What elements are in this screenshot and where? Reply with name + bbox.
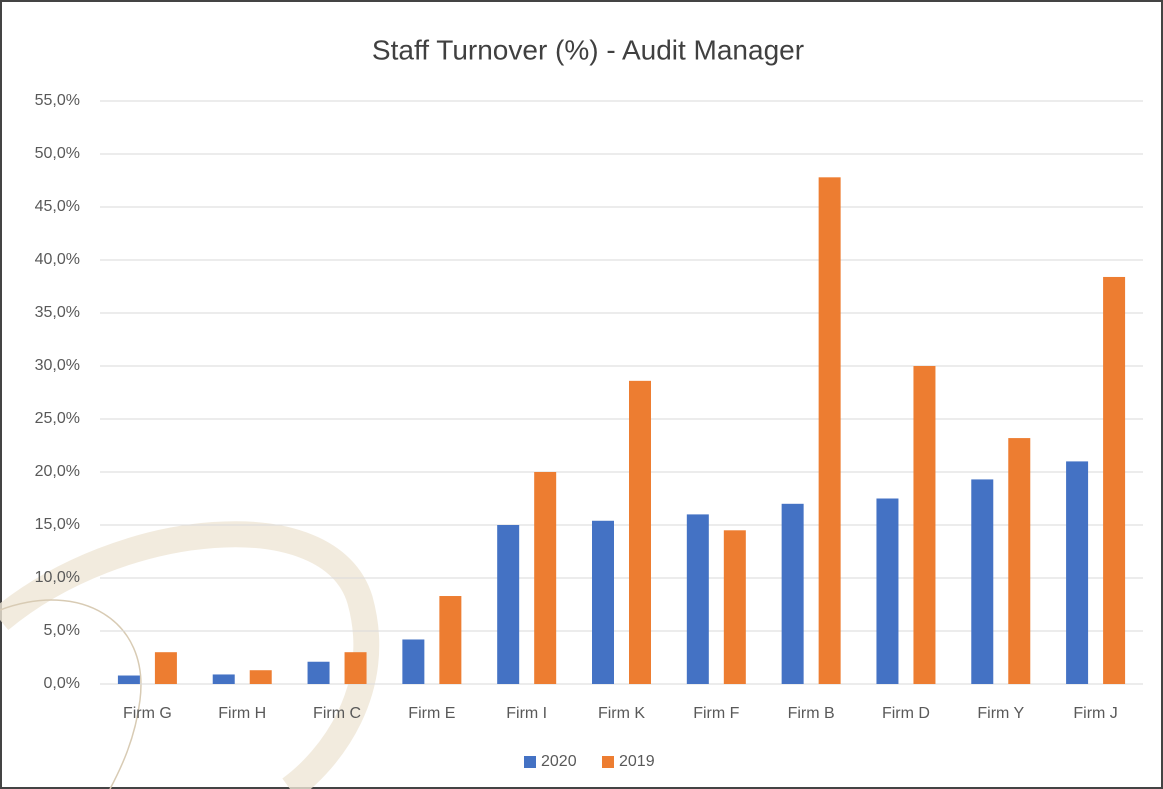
y-tick-label: 30,0% [35,357,80,374]
x-tick-label: Firm Y [977,705,1024,722]
bar [687,514,709,684]
bar [497,525,519,684]
x-tick-label: Firm D [882,705,930,722]
x-tick-label: Firm C [313,705,361,722]
bar [1066,461,1088,684]
bar [155,652,177,684]
x-tick-label: Firm H [218,705,266,722]
legend-swatch [524,756,536,768]
legend-swatch [602,756,614,768]
y-tick-label: 55,0% [35,92,80,109]
y-tick-label: 0,0% [44,675,80,692]
y-tick-label: 40,0% [35,251,80,268]
x-tick-label: Firm E [408,705,455,722]
x-tick-label: Firm G [123,705,172,722]
bar [308,662,330,684]
bar [913,366,935,684]
y-tick-label: 5,0% [44,622,80,639]
y-tick-label: 20,0% [35,463,80,480]
bar [782,504,804,684]
y-tick-label: 25,0% [35,410,80,427]
bar [439,596,461,684]
x-tick-label: Firm I [506,705,547,722]
bar [724,530,746,684]
bar [1103,277,1125,684]
legend-label: 2020 [541,753,577,770]
bar [250,670,272,684]
bar [213,674,235,684]
bar [534,472,556,684]
x-tick-label: Firm J [1073,705,1117,722]
chart-title: Staff Turnover (%) - Audit Manager [372,34,804,65]
bar [971,479,993,684]
legend-label: 2019 [619,753,655,770]
chart: Staff Turnover (%) - Audit Manager 0,0% 5… [0,0,1163,789]
bar [1008,438,1030,684]
y-tick-label: 50,0% [35,145,80,162]
y-tick-label: 45,0% [35,198,80,215]
bar [118,676,140,684]
bar [819,177,841,684]
bar [402,639,424,684]
y-tick-label: 15,0% [35,516,80,533]
x-tick-label: Firm F [693,705,739,722]
bar [629,381,651,684]
x-tick-label: Firm B [788,705,835,722]
x-tick-label: Firm K [598,705,645,722]
bar [592,521,614,684]
bar [345,652,367,684]
y-tick-label: 10,0% [35,569,80,586]
bar [876,499,898,685]
y-tick-label: 35,0% [35,304,80,321]
